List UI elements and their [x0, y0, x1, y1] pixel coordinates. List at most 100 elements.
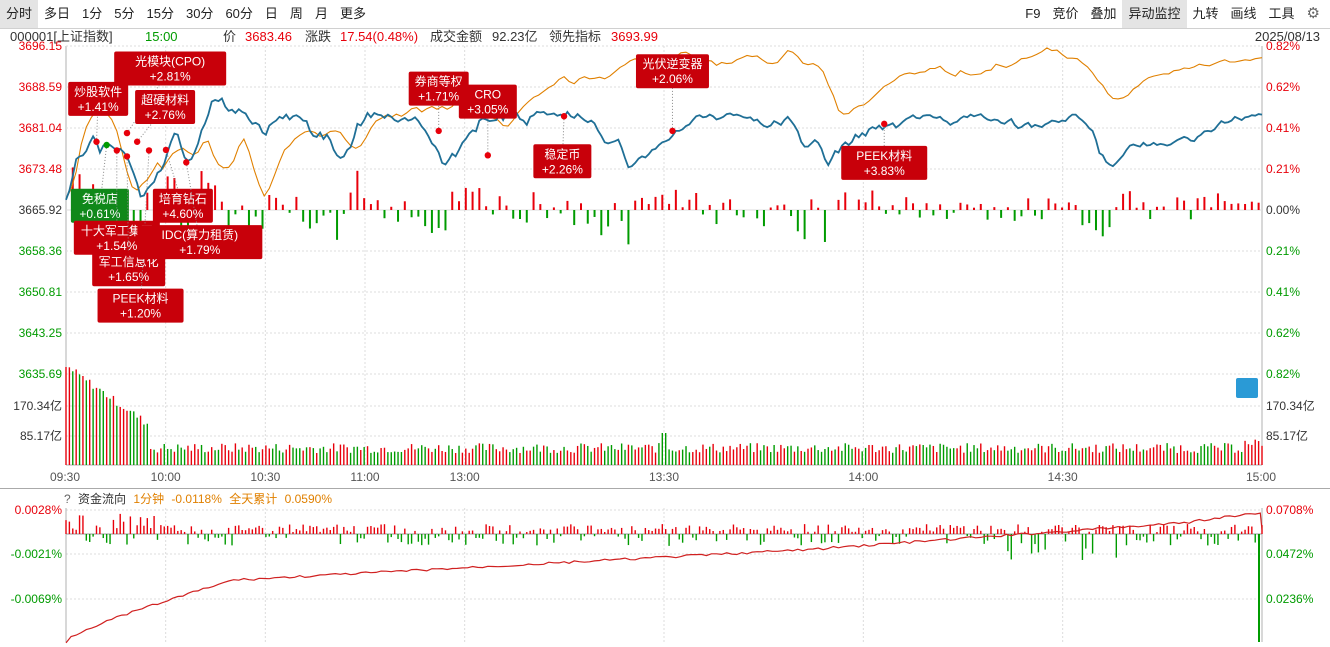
fund-flow-cum-value: 0.0590% [284, 492, 332, 506]
annotation-box [97, 288, 184, 323]
tab-day[interactable]: 日 [264, 6, 278, 21]
period-toolbar: 分时 多日 1分 5分 15分 30分 60分 日 周 月 更多 F9 竞价 叠… [0, 0, 1330, 29]
scroll-handle-icon [1236, 378, 1258, 398]
time-tick-label: 15:00 [1246, 470, 1276, 484]
annotation-marker [484, 152, 492, 159]
percent-tick-label: 0.82% [1266, 367, 1300, 381]
tab-week[interactable]: 周 [289, 6, 303, 21]
panel-divider [0, 488, 1330, 489]
annotation-percent: +3.05% [467, 103, 508, 117]
percent-tick-label: 0.21% [1266, 244, 1300, 258]
annotation-box [137, 225, 263, 260]
tab-15min[interactable]: 15分 [146, 6, 174, 21]
annotation-marker [113, 147, 121, 154]
tab-60min[interactable]: 60分 [225, 6, 253, 21]
annotation-name: PEEK材料 [856, 149, 912, 163]
flow-tick-label: -0.0069% [11, 592, 63, 606]
anomaly-monitor-button[interactable]: 异动监控 [1122, 0, 1187, 28]
price-tick-label: 3665.92 [19, 203, 63, 217]
draw-line-button[interactable]: 画线 [1230, 6, 1257, 21]
percent-tick-label: 0.41% [1266, 285, 1300, 299]
tab-5min[interactable]: 5分 [114, 6, 135, 21]
fund-flow-cum-label: 全天累计 [229, 492, 278, 506]
turnover-value: 92.23亿 [492, 29, 538, 44]
annotation-marker [133, 138, 141, 145]
turnover-label: 成交金额 [430, 29, 483, 44]
quote-info-bar: 000001[上证指数] 15:00 价 3683.46 涨跌 17.54(0.… [0, 28, 1330, 46]
annotation-name: 券商等权 [415, 74, 463, 89]
annotation-leader [95, 98, 99, 142]
f9-button[interactable]: F9 [1025, 6, 1041, 21]
annotation-percent: +1.41% [78, 100, 119, 114]
tool-buttons: F9 竞价 叠加 异动监控 九转 画线 工具 ⚙ [1019, 0, 1326, 28]
annotation-marker [103, 141, 110, 149]
annotation-box [408, 71, 469, 106]
time-tick-label: 11:00 [350, 470, 379, 484]
time-tick-label: 10:30 [250, 470, 280, 484]
nine-turn-button[interactable]: 九转 [1192, 6, 1219, 21]
annotation-box [533, 144, 592, 179]
tools-button[interactable]: 工具 [1268, 6, 1295, 21]
volume-tick-label: 170.34亿 [13, 398, 62, 413]
tab-intraday[interactable]: 分时 [0, 0, 39, 28]
lead-indicator-value: 3693.99 [611, 29, 658, 44]
trade-date: 2025/08/13 [1254, 29, 1320, 44]
annotation-box [92, 252, 166, 287]
flow-cum-tick-label: 0.0472% [1266, 547, 1314, 561]
annotation-percent: +1.20% [120, 307, 161, 321]
annotation-percent: +0.61% [79, 207, 120, 221]
tab-multi-day[interactable]: 多日 [44, 6, 71, 21]
quote-time: 15:00 [145, 29, 178, 44]
annotation-percent: +2.76% [145, 108, 186, 122]
annotation-leader [99, 144, 108, 206]
annotation-box [152, 188, 213, 223]
annotation-leader [126, 156, 130, 270]
overlay-button[interactable]: 叠加 [1090, 6, 1117, 21]
annotation-box [458, 84, 517, 119]
fund-flow-header: ? 资金流向 1分钟 -0.0118% 全天累计 0.0590% [64, 491, 336, 507]
annotation-marker [145, 147, 153, 154]
flow-tick-label: -0.0021% [11, 547, 63, 561]
volume-tick-label: 85.17亿 [1266, 428, 1308, 443]
flow-cum-tick-label: 0.0708% [1266, 503, 1314, 517]
annotation-name: 稳定币 [544, 146, 580, 161]
tab-month[interactable]: 月 [314, 6, 328, 21]
annotation-box [68, 81, 129, 116]
cumulative-flow-line [65, 512, 1263, 644]
auction-button[interactable]: 竞价 [1052, 6, 1079, 21]
fund-flow-period[interactable]: 1分钟 [133, 492, 165, 506]
annotation-box [114, 51, 227, 86]
lead-indicator-label: 领先指标 [549, 29, 602, 44]
annotation-name: 免税店 [82, 191, 118, 206]
annotation-marker [881, 120, 888, 128]
annotation-percent: +1.79% [179, 243, 220, 257]
index-name: 000001[上证指数] [10, 29, 113, 44]
price-tick-label: 3635.69 [19, 367, 63, 381]
percent-tick-label: 0.62% [1266, 80, 1300, 94]
annotation-name: 光伏逆变器 [642, 56, 702, 71]
percent-tick-label: 0.41% [1266, 121, 1300, 135]
annotation-percent: +4.60% [162, 207, 203, 221]
annotation-name: 炒股软件 [74, 85, 122, 99]
annotation-name: 培育钻石 [159, 191, 207, 206]
annotation-box [841, 145, 928, 180]
volume-tick-label: 85.17亿 [20, 428, 62, 443]
annotation-marker [123, 153, 131, 160]
annotation-percent: +1.54% [96, 239, 137, 253]
price-tick-label: 3688.59 [19, 80, 63, 94]
tab-1min[interactable]: 1分 [82, 6, 103, 21]
annotation-marker [162, 146, 170, 154]
tab-30min[interactable]: 30分 [185, 6, 214, 21]
tab-more[interactable]: 更多 [339, 6, 366, 21]
annotation-leader [126, 68, 171, 134]
price-label: 价 [223, 29, 237, 44]
help-icon[interactable]: ? [64, 492, 71, 506]
price-tick-label: 3658.36 [19, 244, 63, 258]
annotation-box [135, 90, 196, 125]
annotation-name: 十大军工集团 [81, 223, 153, 238]
gear-icon[interactable]: ⚙ [1306, 5, 1320, 22]
annotation-marker [123, 129, 131, 137]
annotation-name: PEEK材料 [113, 292, 169, 306]
period-tabs: 分时 多日 1分 5分 15分 30分 60分 日 周 月 更多 [0, 0, 372, 28]
